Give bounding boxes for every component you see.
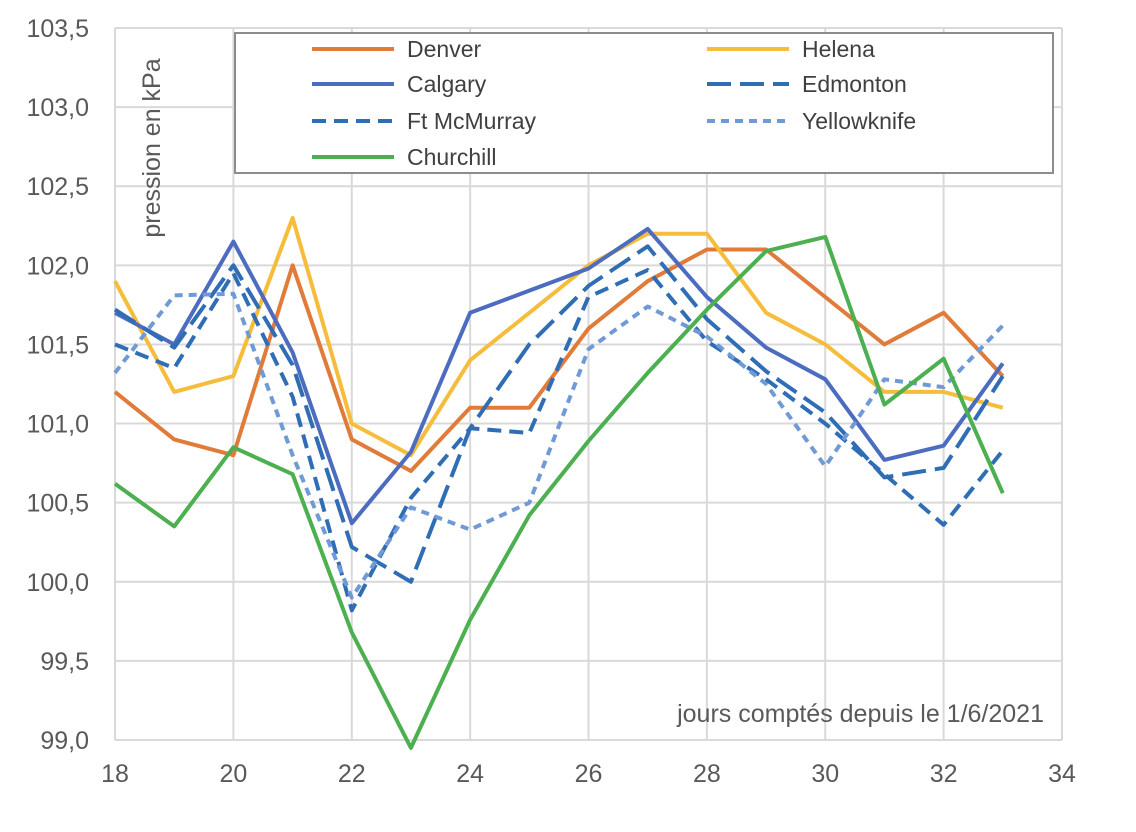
- y-tick-label: 100,5: [26, 490, 89, 518]
- x-axis-title: jours comptés depuis le 1/6/2021: [676, 700, 1044, 728]
- series-line-ft-mcmurray: [114, 268, 1005, 613]
- series-line-calgary: [114, 226, 1005, 526]
- y-tick-label: 102,5: [26, 173, 89, 201]
- y-tick-label: 103,0: [26, 94, 89, 122]
- x-axis-tick-labels: 18 20 22 24 26 28 30 32 34: [101, 760, 1076, 788]
- y-tick-label: 99,0: [40, 727, 89, 755]
- legend-label-edmonton: Edmonton: [802, 71, 907, 97]
- x-tick-label: 18: [101, 760, 129, 788]
- x-tick-label: 34: [1048, 760, 1076, 788]
- y-tick-label: 100,0: [26, 569, 89, 597]
- x-tick-label: 20: [219, 760, 247, 788]
- x-tick-label: 22: [338, 760, 366, 788]
- legend: Denver Helena Calgary Edmonton Ft McMurray Ye…: [234, 32, 1054, 174]
- y-axis-title: pression en kPa: [138, 58, 166, 237]
- legend-label-denver: Denver: [407, 36, 481, 62]
- x-tick-label: 28: [693, 760, 721, 788]
- y-tick-label: 101,0: [26, 411, 89, 439]
- series-lines: [113, 215, 1005, 750]
- x-tick-label: 30: [811, 760, 839, 788]
- series-line-yellowknife: [113, 291, 1005, 600]
- x-tick-label: 26: [575, 760, 603, 788]
- y-axis-tick-labels: 99,0 99,5 100,0 100,5 101,0 101,5 102,0 102,5 10…: [26, 15, 89, 755]
- legend-label-churchill: Churchill: [407, 144, 496, 170]
- series-line-churchill: [113, 234, 1005, 750]
- legend-label-helena: Helena: [802, 36, 875, 62]
- legend-label-yellowknife: Yellowknife: [802, 108, 916, 134]
- y-tick-label: 102,0: [26, 252, 89, 280]
- legend-label-calgary: Calgary: [407, 71, 487, 97]
- x-tick-label: 32: [930, 760, 958, 788]
- y-tick-label: 101,5: [26, 331, 89, 359]
- y-tick-label: 103,5: [26, 15, 89, 43]
- x-tick-label: 24: [456, 760, 484, 788]
- legend-box: [234, 32, 1054, 174]
- legend-label-ft-mcmurray: Ft McMurray: [407, 108, 537, 134]
- series-line-edmonton: [113, 244, 1005, 584]
- y-tick-label: 99,5: [40, 648, 89, 676]
